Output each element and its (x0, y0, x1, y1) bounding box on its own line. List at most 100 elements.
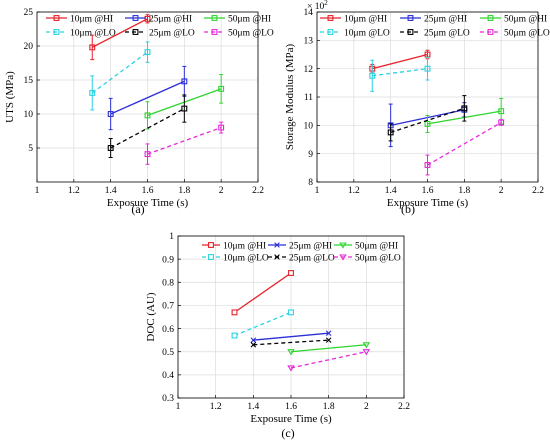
panel-caption: (b) (401, 202, 415, 216)
x-tick-label: 1.2 (210, 402, 222, 412)
series-line (290, 344, 367, 353)
data-point (498, 119, 505, 126)
y-tick-label: 9 (308, 150, 313, 160)
x-tick-label: 2.2 (252, 186, 264, 196)
legend-label: 25μm @HI (424, 14, 467, 24)
data-point (325, 337, 332, 343)
series-1 (250, 330, 332, 343)
series-0 (231, 270, 294, 316)
x-tick-label: 2 (364, 402, 369, 412)
y-tick-label: 0.6 (162, 325, 174, 335)
data-point (387, 129, 394, 136)
data-point (369, 72, 376, 79)
series-line (234, 272, 292, 313)
legend-label: 50μm @HI (228, 14, 271, 24)
series-line (290, 351, 367, 369)
series-5 (424, 119, 505, 176)
y-tick-label: 0.5 (162, 348, 174, 358)
x-axis-label: Exposure Time (s) (387, 197, 469, 209)
data-point (89, 44, 96, 51)
x-axis-label: Exposure Time (s) (107, 197, 189, 209)
x-tick-label: 2.2 (398, 402, 410, 412)
legend-marker (407, 15, 414, 21)
x-tick-label: 2 (219, 186, 224, 196)
series-line (372, 53, 428, 70)
chart-panel-0: 1 1.2 1.4 1.6 1.8 2 2.2 5 10 15 20 25 Exposure Time … (4, 8, 274, 216)
legend-label: 10μm @HI (70, 14, 113, 24)
data-point (181, 105, 188, 112)
y-tick-label: 1 (169, 232, 174, 242)
y-tick-label: 5 (28, 144, 33, 154)
y-tick-label: 20 (24, 42, 34, 52)
series-0 (89, 14, 151, 61)
legend-label: 10μm @HI (223, 241, 266, 251)
legend: 10μm @HI 25μm @HI 50μm @HI 10μm @LO 25μm @LO… (202, 241, 401, 263)
x-tick-label: 1.4 (385, 186, 397, 196)
series-3 (231, 309, 294, 339)
data-point (250, 337, 257, 343)
data-point (287, 365, 295, 372)
y-multiplier-base: × 10 (307, 2, 324, 12)
y-tick-label: 25 (24, 8, 34, 18)
legend-marker (274, 254, 280, 260)
series-1 (107, 65, 188, 131)
x-axis-label: Exposure Time (s) (250, 413, 332, 425)
data-point (144, 15, 151, 22)
series-line (110, 80, 185, 115)
legend-marker (208, 242, 214, 248)
panel-caption: (a) (131, 202, 144, 216)
legend-marker (487, 15, 494, 21)
data-point (218, 85, 225, 92)
series-4 (250, 337, 332, 348)
legend-label: 25μm @LO (149, 28, 195, 38)
chart-panel-1: 1 1.2 1.4 1.6 1.8 2 2.2 8 9 10 11 12 13 14 Exposure Ti… (284, 0, 550, 216)
legend-label: 25μm @LO (424, 28, 470, 38)
data-point (107, 145, 114, 151)
legend-label: 10μm @LO (223, 253, 269, 263)
legend-marker (327, 29, 334, 35)
data-point (218, 124, 225, 131)
series-5 (144, 121, 225, 165)
legend-marker (132, 15, 139, 21)
x-tick-label: 1.6 (142, 186, 154, 196)
legend-label: 25μm @HI (149, 14, 192, 24)
y-axis-label: DOC (AU) (145, 292, 157, 342)
legend-marker (53, 29, 60, 35)
y-tick-label: 10 (24, 110, 34, 120)
series-line (372, 68, 428, 77)
data-point (362, 349, 371, 356)
legend-label: 25μm @HI (289, 241, 332, 251)
y-tick-label: 10 (304, 122, 314, 132)
series-line (253, 332, 329, 341)
legend-label: 10μm @HI (344, 14, 387, 24)
x-tick-label: 1.2 (68, 186, 80, 196)
data-point (144, 151, 151, 158)
legend-label: 50μm @LO (355, 253, 401, 263)
data-point (287, 349, 295, 356)
x-tick-label: 1.4 (105, 186, 117, 196)
y-tick-label: 14 (304, 8, 314, 18)
legend-marker (132, 29, 139, 35)
x-tick-label: 2.2 (532, 186, 544, 196)
legend-marker (211, 29, 218, 35)
series-4 (107, 94, 188, 159)
data-point (231, 309, 238, 316)
series-3 (89, 41, 151, 111)
legend-marker (274, 242, 280, 248)
y-multiplier-exponent: 2 (324, 0, 328, 7)
series-line (234, 311, 292, 337)
data-point (325, 330, 332, 336)
legend-label: 10μm @LO (344, 28, 390, 38)
legend-marker (208, 254, 214, 260)
legend-marker (327, 15, 334, 21)
y-axis-label: UTS (MPa) (4, 71, 16, 123)
y-tick-label: 0.4 (162, 371, 174, 381)
series-line (253, 339, 329, 346)
axes-frame (177, 235, 405, 399)
series-3 (369, 56, 431, 92)
data-point (461, 105, 468, 112)
legend-marker (339, 254, 347, 261)
data-point (424, 162, 431, 168)
y-tick-label: 15 (24, 76, 34, 86)
